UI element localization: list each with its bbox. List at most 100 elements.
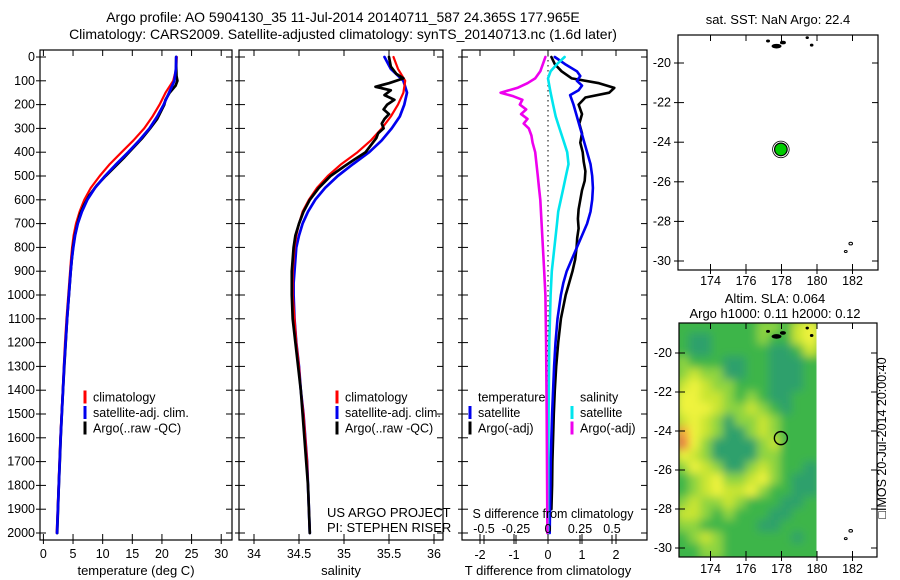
tick-label: 1300 <box>7 359 35 373</box>
t-difference-axis-label: T difference from climatology <box>465 563 632 578</box>
temperature-axis-label: temperature (deg C) <box>77 563 194 578</box>
island <box>843 249 848 253</box>
tick-label: 1700 <box>7 455 35 469</box>
island <box>809 333 814 337</box>
tick-label: -26 <box>653 175 671 189</box>
tick-label: 1800 <box>7 478 35 492</box>
tick-label: 5 <box>70 547 77 561</box>
tick-label: -0.25 <box>502 522 531 536</box>
island <box>805 36 809 40</box>
tick-label: -22 <box>653 96 671 110</box>
temp-legend-label-climatology: climatology <box>93 391 156 405</box>
tick-label: 25 <box>185 547 199 561</box>
island <box>809 43 814 47</box>
tick-label: 1200 <box>7 336 35 350</box>
legend-marker <box>335 421 339 435</box>
tick-label: 180 <box>807 562 828 576</box>
island <box>848 241 854 246</box>
tick-label: -0.5 <box>473 522 495 536</box>
sal-legend-label-climatology: climatology <box>345 391 408 405</box>
sla-cell <box>803 543 817 557</box>
island <box>843 537 848 541</box>
tick-label: 300 <box>14 121 35 135</box>
project-note-line1: US ARGO PROJECT <box>327 505 451 520</box>
sla-field-clip <box>679 323 817 557</box>
tick-label: 178 <box>771 562 792 576</box>
tick-label: 34 <box>247 547 261 561</box>
tick-label: 200 <box>14 98 35 112</box>
sla-overlay: 174 176 178 180 182 -20 -22 -24 -26 -28 -30 <box>654 322 878 576</box>
temperature-curve <box>55 55 178 535</box>
salinity-curve <box>290 55 405 535</box>
legend-marker <box>570 421 574 435</box>
salinity-plot: 34 34.5 35 35.5 36 <box>235 49 444 561</box>
island <box>779 331 786 335</box>
tick-label: 1500 <box>7 407 35 421</box>
temp-legend-label-argo: Argo(..raw -QC) <box>93 422 181 436</box>
diff-legend-label-s-argo: Argo(-adj) <box>580 422 636 436</box>
tick-label: -28 <box>654 502 672 516</box>
tick-label: 500 <box>14 169 35 183</box>
tick-label: 0.25 <box>568 522 592 536</box>
salinity-axis-label: salinity <box>321 563 361 578</box>
tick-label: -24 <box>654 424 672 438</box>
tick-label: -24 <box>653 135 671 149</box>
tick-label: 20 <box>155 547 169 561</box>
plot-frame <box>678 322 878 558</box>
tick-label: 35 <box>337 547 351 561</box>
sla-field <box>679 323 817 557</box>
temperature-plot: 0 5 10 15 20 25 300100200300400500600700800900… <box>7 49 233 561</box>
island <box>766 39 771 43</box>
plot-frame <box>238 49 444 541</box>
tick-label: 0 <box>545 522 552 536</box>
temperature-curve <box>55 55 179 535</box>
tick-label: 100 <box>14 74 35 88</box>
sal-legend-label-satellite-adj: satellite-adj. clim. <box>345 406 441 420</box>
tick-label: 176 <box>736 274 757 288</box>
argo-position-ring <box>772 140 790 159</box>
tick-label: -2 <box>474 548 485 562</box>
difference-curve <box>550 55 616 511</box>
tick-label: 178 <box>771 274 792 288</box>
imos-watermark: □IMOS 20-Jul-2014 20:00:40 <box>875 357 889 518</box>
island <box>848 529 854 533</box>
tick-label: 15 <box>125 547 139 561</box>
tick-label: 34.5 <box>287 547 311 561</box>
tick-label: 10 <box>96 547 110 561</box>
sla-map-title-line1: Altim. SLA: 0.064 <box>725 291 825 306</box>
tick-label: 1100 <box>8 312 35 326</box>
tick-label: 180 <box>807 274 828 288</box>
tick-label: 36 <box>427 547 441 561</box>
tick-label: 0 <box>28 50 35 64</box>
tick-label: 35.5 <box>377 547 401 561</box>
island <box>771 334 782 339</box>
tick-label: 30 <box>214 547 228 561</box>
tick-label: 400 <box>14 145 35 159</box>
salinity-curve <box>292 55 409 535</box>
tick-label: 2000 <box>7 526 35 540</box>
tick-label: 182 <box>842 562 863 576</box>
tick-label: -30 <box>654 541 672 555</box>
tick-label: 1600 <box>7 431 35 445</box>
legend-marker <box>570 406 574 419</box>
difference-curve <box>548 55 595 535</box>
tick-label: -30 <box>653 254 671 268</box>
tick-label: -26 <box>654 463 672 477</box>
argo-position-marker <box>773 430 789 446</box>
sal-legend-label-argo: Argo(..raw -QC) <box>345 422 433 436</box>
island <box>766 329 771 333</box>
temperature-curve <box>55 55 178 535</box>
legend-marker <box>335 390 339 404</box>
plot-frame <box>461 49 648 541</box>
difference-plot: -2 -1 0 1 2 -0.5 -0.25 0 0.25 0.5 <box>458 49 648 562</box>
legend-marker <box>468 406 472 419</box>
tick-label: 174 <box>700 274 721 288</box>
temp-legend-label-satellite-adj: satellite-adj. clim. <box>93 406 189 420</box>
tick-label: 700 <box>14 217 35 231</box>
tick-label: 176 <box>736 562 757 576</box>
legend-marker <box>83 406 87 419</box>
tick-label: 1900 <box>7 502 35 516</box>
legend-marker <box>83 421 87 435</box>
legend-marker <box>335 406 339 419</box>
